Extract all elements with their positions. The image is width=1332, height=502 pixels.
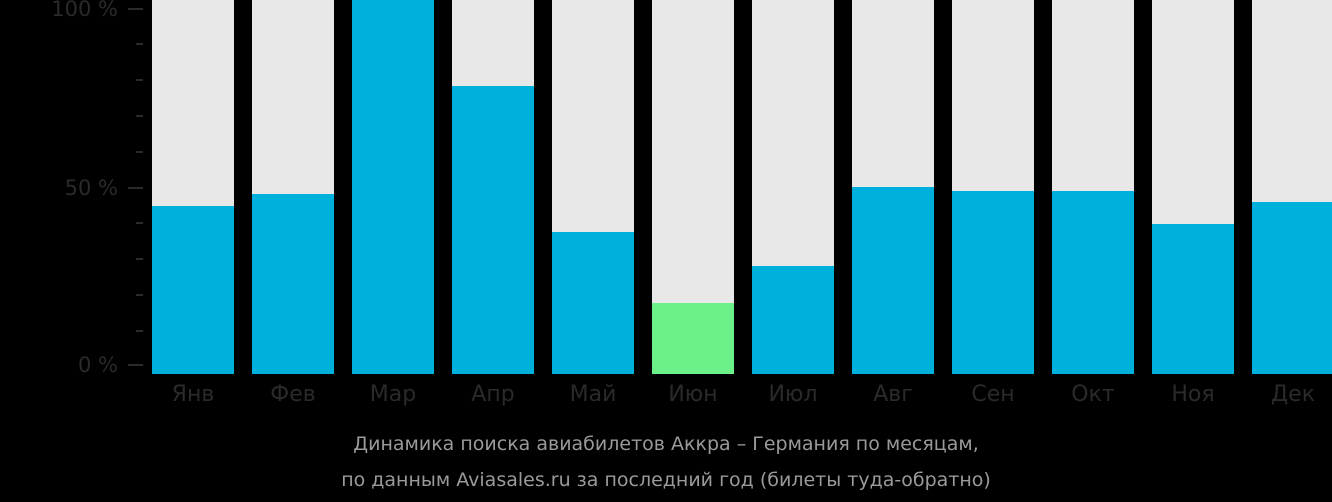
x-axis-label: Апр [471,382,515,407]
y-tick-major [128,8,143,10]
x-axis-label: Окт [1071,382,1115,407]
y-tick-minor [136,79,143,81]
y-axis-label-0: 0 % [78,353,118,377]
bar-11 [1152,0,1234,374]
y-tick-minor [136,258,143,260]
bar-value [552,232,634,374]
bar-value [652,303,734,374]
x-axis-label: Авг [873,382,913,407]
x-axis-label: Июн [668,382,718,407]
x-axis-label: Июл [768,382,818,407]
bar-12 [1252,0,1332,374]
y-tick-minor [136,43,143,45]
x-axis-label: Мар [369,382,417,407]
x-axis-label: Май [569,382,617,407]
y-axis-label-50: 50 % [64,176,118,200]
bar-6 [652,0,734,374]
y-tick-minor [136,330,143,332]
bar-value [852,187,934,374]
bar-value [1152,224,1234,374]
bar-value [452,86,534,374]
y-tick-major [128,187,143,189]
bar-10 [1052,0,1134,374]
x-axis-label: Дек [1270,382,1315,407]
bar-9 [952,0,1034,374]
chart-caption-line2: по данным Aviasales.ru за последний год … [341,469,991,491]
bar-4 [452,0,534,374]
bar-value [952,191,1034,374]
bar-value [752,266,834,374]
y-tick-minor [136,151,143,153]
y-tick-minor [136,222,143,224]
chart-caption-line1: Динамика поиска авиабилетов Аккра – Герм… [353,433,979,455]
y-axis-label-100: 100 % [51,0,118,21]
x-axis-label: Сен [971,382,1015,407]
bar-2 [252,0,334,374]
bar-value [1052,191,1134,374]
bar-1 [152,0,234,374]
bar-value [252,194,334,374]
y-tick-minor [136,294,143,296]
y-tick-major [128,364,143,366]
bar-5 [552,0,634,374]
bar-8 [852,0,934,374]
x-axis-label: Янв [171,382,215,407]
y-tick-minor [136,115,143,117]
bar-3 [352,0,434,374]
bar-value [352,0,434,374]
x-axis-label: Ноя [1171,382,1215,407]
bar-7 [752,0,834,374]
bar-value [152,206,234,374]
bar-value [1252,202,1332,374]
x-axis-label: Фев [270,382,316,407]
